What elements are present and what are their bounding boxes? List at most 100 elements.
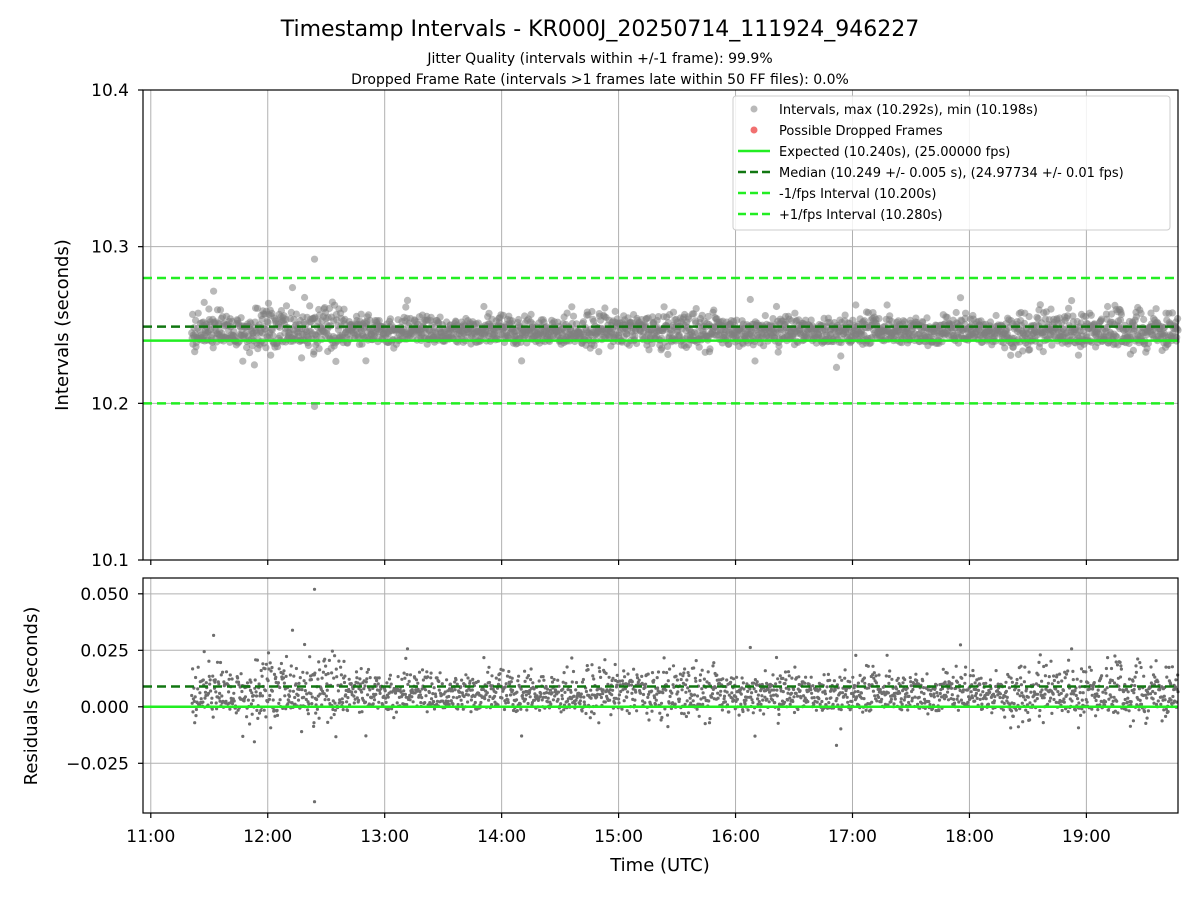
residual-point bbox=[617, 693, 622, 697]
residual-point bbox=[294, 682, 298, 686]
residual-point bbox=[741, 709, 745, 714]
residual-point bbox=[1142, 674, 1146, 678]
residual-point bbox=[978, 697, 982, 702]
interval-point bbox=[362, 357, 370, 365]
residual-point bbox=[1071, 669, 1075, 674]
residual-point bbox=[318, 692, 322, 696]
residual-point bbox=[660, 715, 664, 720]
interval-point bbox=[807, 316, 815, 324]
residual-point bbox=[466, 693, 470, 697]
residual-point bbox=[210, 696, 214, 700]
residual-point bbox=[1071, 678, 1075, 682]
residual-point bbox=[365, 670, 369, 674]
residual-point bbox=[1153, 675, 1157, 679]
residual-point bbox=[510, 688, 515, 693]
residual-point bbox=[249, 680, 253, 684]
residual-point bbox=[970, 696, 975, 700]
interval-point bbox=[282, 302, 291, 310]
residual-point bbox=[1038, 653, 1042, 657]
residual-point bbox=[417, 670, 422, 674]
interval-point bbox=[601, 304, 609, 312]
residual-point bbox=[599, 695, 604, 700]
residual-point bbox=[765, 697, 769, 701]
residual-point bbox=[322, 692, 326, 696]
residual-point bbox=[1020, 701, 1024, 705]
residual-point bbox=[804, 675, 808, 679]
residual-point bbox=[1106, 708, 1111, 712]
residual-point bbox=[325, 688, 329, 692]
residual-point bbox=[656, 670, 661, 674]
residual-point bbox=[946, 690, 950, 694]
residual-point bbox=[579, 692, 583, 696]
residual-point bbox=[793, 665, 797, 669]
residual-point bbox=[936, 694, 940, 698]
residual-point bbox=[685, 699, 689, 703]
residual-point bbox=[332, 676, 336, 680]
residual-point bbox=[488, 695, 492, 699]
residual-point bbox=[1119, 664, 1123, 668]
residual-point bbox=[1156, 680, 1160, 684]
residual-point bbox=[504, 682, 508, 686]
residual-point bbox=[950, 682, 954, 686]
residual-point bbox=[423, 688, 428, 692]
residual-point bbox=[662, 670, 666, 674]
residual-point bbox=[826, 672, 831, 677]
residual-point bbox=[906, 708, 910, 712]
residual-point bbox=[1050, 682, 1054, 686]
residual-point bbox=[364, 680, 368, 684]
interval-point bbox=[579, 318, 588, 326]
residual-point bbox=[1056, 690, 1060, 694]
residual-point bbox=[718, 693, 722, 697]
residual-point bbox=[257, 682, 261, 686]
interval-point bbox=[1168, 309, 1176, 317]
residual-point bbox=[321, 670, 325, 674]
residual-point bbox=[886, 691, 891, 695]
residual-point bbox=[1153, 691, 1157, 696]
residual-point bbox=[615, 673, 619, 678]
interval-point bbox=[264, 299, 273, 307]
residual-point bbox=[751, 701, 755, 705]
residual-point bbox=[318, 668, 322, 672]
x-tick-label: 11:00 bbox=[126, 827, 175, 847]
residual-point bbox=[385, 681, 389, 685]
residual-point bbox=[952, 701, 957, 705]
residual-point bbox=[1138, 661, 1142, 665]
residual-point bbox=[249, 702, 253, 706]
residual-point bbox=[1035, 697, 1039, 701]
residual-point bbox=[735, 675, 739, 679]
legend-dropped-marker bbox=[750, 126, 758, 134]
residual-point bbox=[387, 707, 391, 711]
residual-point bbox=[1058, 672, 1062, 676]
residual-point bbox=[303, 689, 307, 693]
residual-point bbox=[314, 711, 318, 715]
residual-point bbox=[815, 700, 819, 704]
residual-point bbox=[788, 702, 792, 707]
residual-point bbox=[831, 702, 835, 707]
residual-point bbox=[316, 677, 320, 681]
residual-point bbox=[476, 679, 480, 684]
residual-point bbox=[1022, 695, 1026, 699]
residual-point bbox=[893, 694, 897, 698]
interval-point bbox=[1104, 302, 1112, 311]
residual-point bbox=[698, 678, 702, 683]
residual-point bbox=[757, 700, 761, 704]
residual-point bbox=[301, 670, 305, 674]
residual-point bbox=[979, 676, 983, 680]
residual-point bbox=[503, 685, 507, 689]
interval-point bbox=[250, 361, 258, 369]
residual-point bbox=[313, 671, 317, 675]
residual-point bbox=[777, 712, 781, 717]
residual-point bbox=[440, 682, 444, 686]
interval-point bbox=[436, 313, 444, 321]
y-tick-label: −0.025 bbox=[66, 754, 129, 774]
residual-point bbox=[464, 673, 468, 677]
residual-point bbox=[581, 677, 586, 682]
residual-point bbox=[1151, 697, 1155, 701]
interval-point bbox=[692, 305, 700, 313]
residual-point bbox=[394, 710, 398, 714]
legend-expected-label: Expected (10.240s), (25.00000 fps) bbox=[779, 145, 1010, 160]
residual-point bbox=[870, 700, 874, 704]
residual-point bbox=[279, 661, 283, 666]
interval-point bbox=[1025, 313, 1033, 321]
residual-point bbox=[1019, 683, 1024, 687]
